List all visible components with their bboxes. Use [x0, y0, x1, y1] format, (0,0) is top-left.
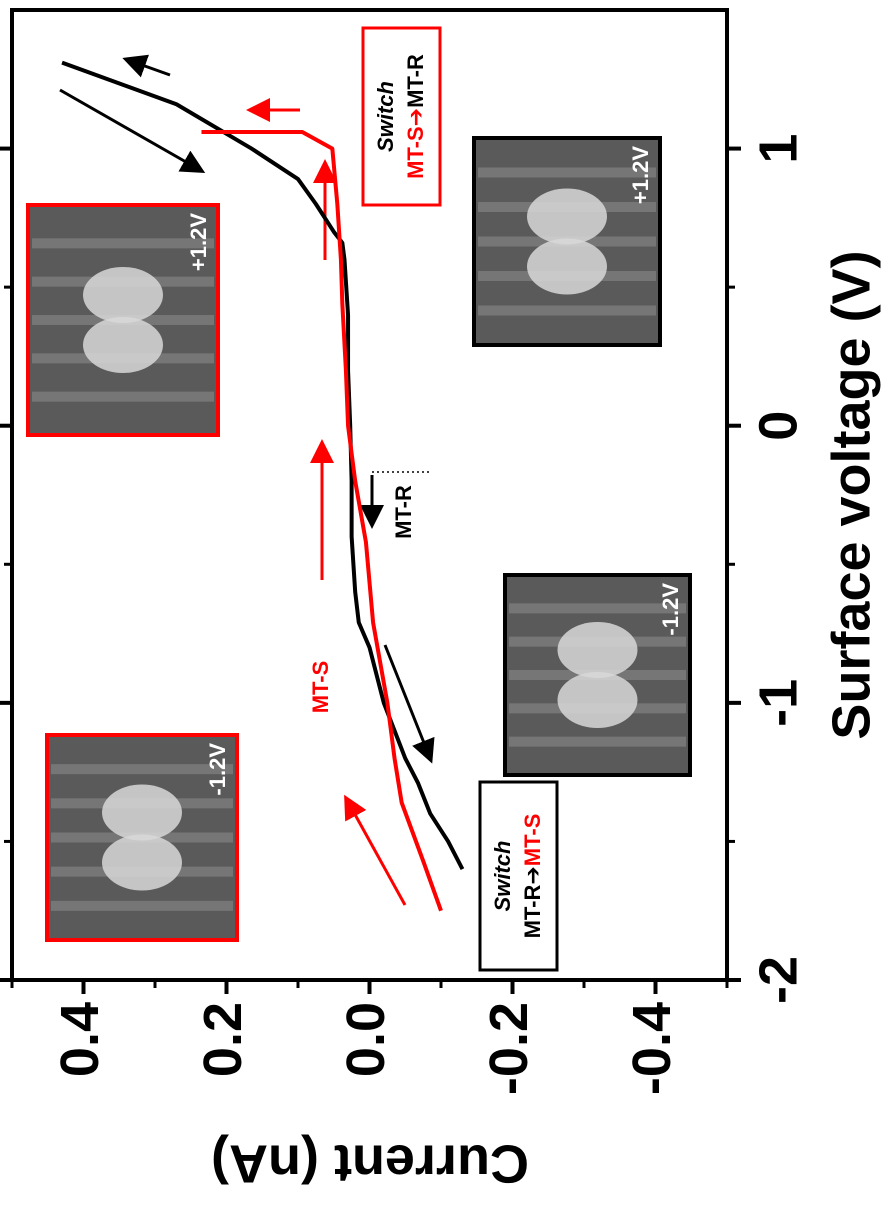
- rotated-plot: Surface voltage (V) Current (nA) +1.2V +1…: [0, 8, 881, 1194]
- inset-label: -1.2V: [205, 743, 230, 796]
- arrow: [122, 54, 171, 78]
- switch-arrow: ➔: [404, 108, 429, 126]
- y-tick-label: 0.0: [336, 1002, 396, 1077]
- data-line: [201, 129, 443, 912]
- switch-arrow: ➔: [521, 866, 546, 884]
- y-tick-label: -0.4: [622, 1002, 682, 1095]
- switch-from: MT-S: [403, 126, 428, 179]
- y-tick-label: 0.4: [50, 1002, 110, 1077]
- inset-molecule: [557, 672, 638, 728]
- x-tick-label: 0: [748, 411, 808, 441]
- switch-to: MT-R: [403, 54, 428, 108]
- arrow: [344, 794, 407, 906]
- switch-title-text: Switch: [373, 81, 398, 152]
- inset-molecule: [557, 622, 638, 678]
- inset-label: +1.2V: [186, 213, 211, 271]
- arrows: [59, 54, 435, 906]
- annotation: MT-S: [308, 661, 333, 714]
- inset-label: -1.2V: [658, 583, 683, 636]
- y-tick-label: 0.2: [193, 1002, 253, 1077]
- switch-transition: MT-R➔MT-S: [520, 814, 546, 939]
- inset-label: +1.2V: [628, 146, 653, 204]
- inset-molecule: [102, 784, 182, 841]
- switch-transition: MT-S➔MT-R: [403, 54, 429, 179]
- arrow: [383, 644, 435, 764]
- switch-title: Switch: [490, 841, 515, 912]
- switch-box: [361, 26, 442, 207]
- inset-molecule: [527, 238, 607, 295]
- switch-box: [478, 780, 559, 972]
- annotation: MT-R: [391, 485, 416, 539]
- arrow: [59, 88, 206, 173]
- y-tick-label: -0.2: [479, 1002, 539, 1095]
- inset-molecule: [83, 317, 163, 373]
- switch-title: Switch: [373, 81, 398, 152]
- x-axis-title: Surface voltage (V): [821, 250, 881, 739]
- x-tick-label: -1: [748, 679, 808, 727]
- switch-to: MT-S: [520, 814, 545, 867]
- x-tick-label: -2: [748, 956, 808, 1004]
- inset-molecule: [527, 188, 607, 245]
- x-tick-label: 1: [748, 134, 808, 164]
- inset-molecule: [83, 267, 163, 323]
- y-axis-title: Current (nA): [211, 1134, 529, 1194]
- switch-from: MT-R: [520, 885, 545, 939]
- inset-molecule: [102, 834, 182, 891]
- switch-title-text: Switch: [490, 841, 515, 912]
